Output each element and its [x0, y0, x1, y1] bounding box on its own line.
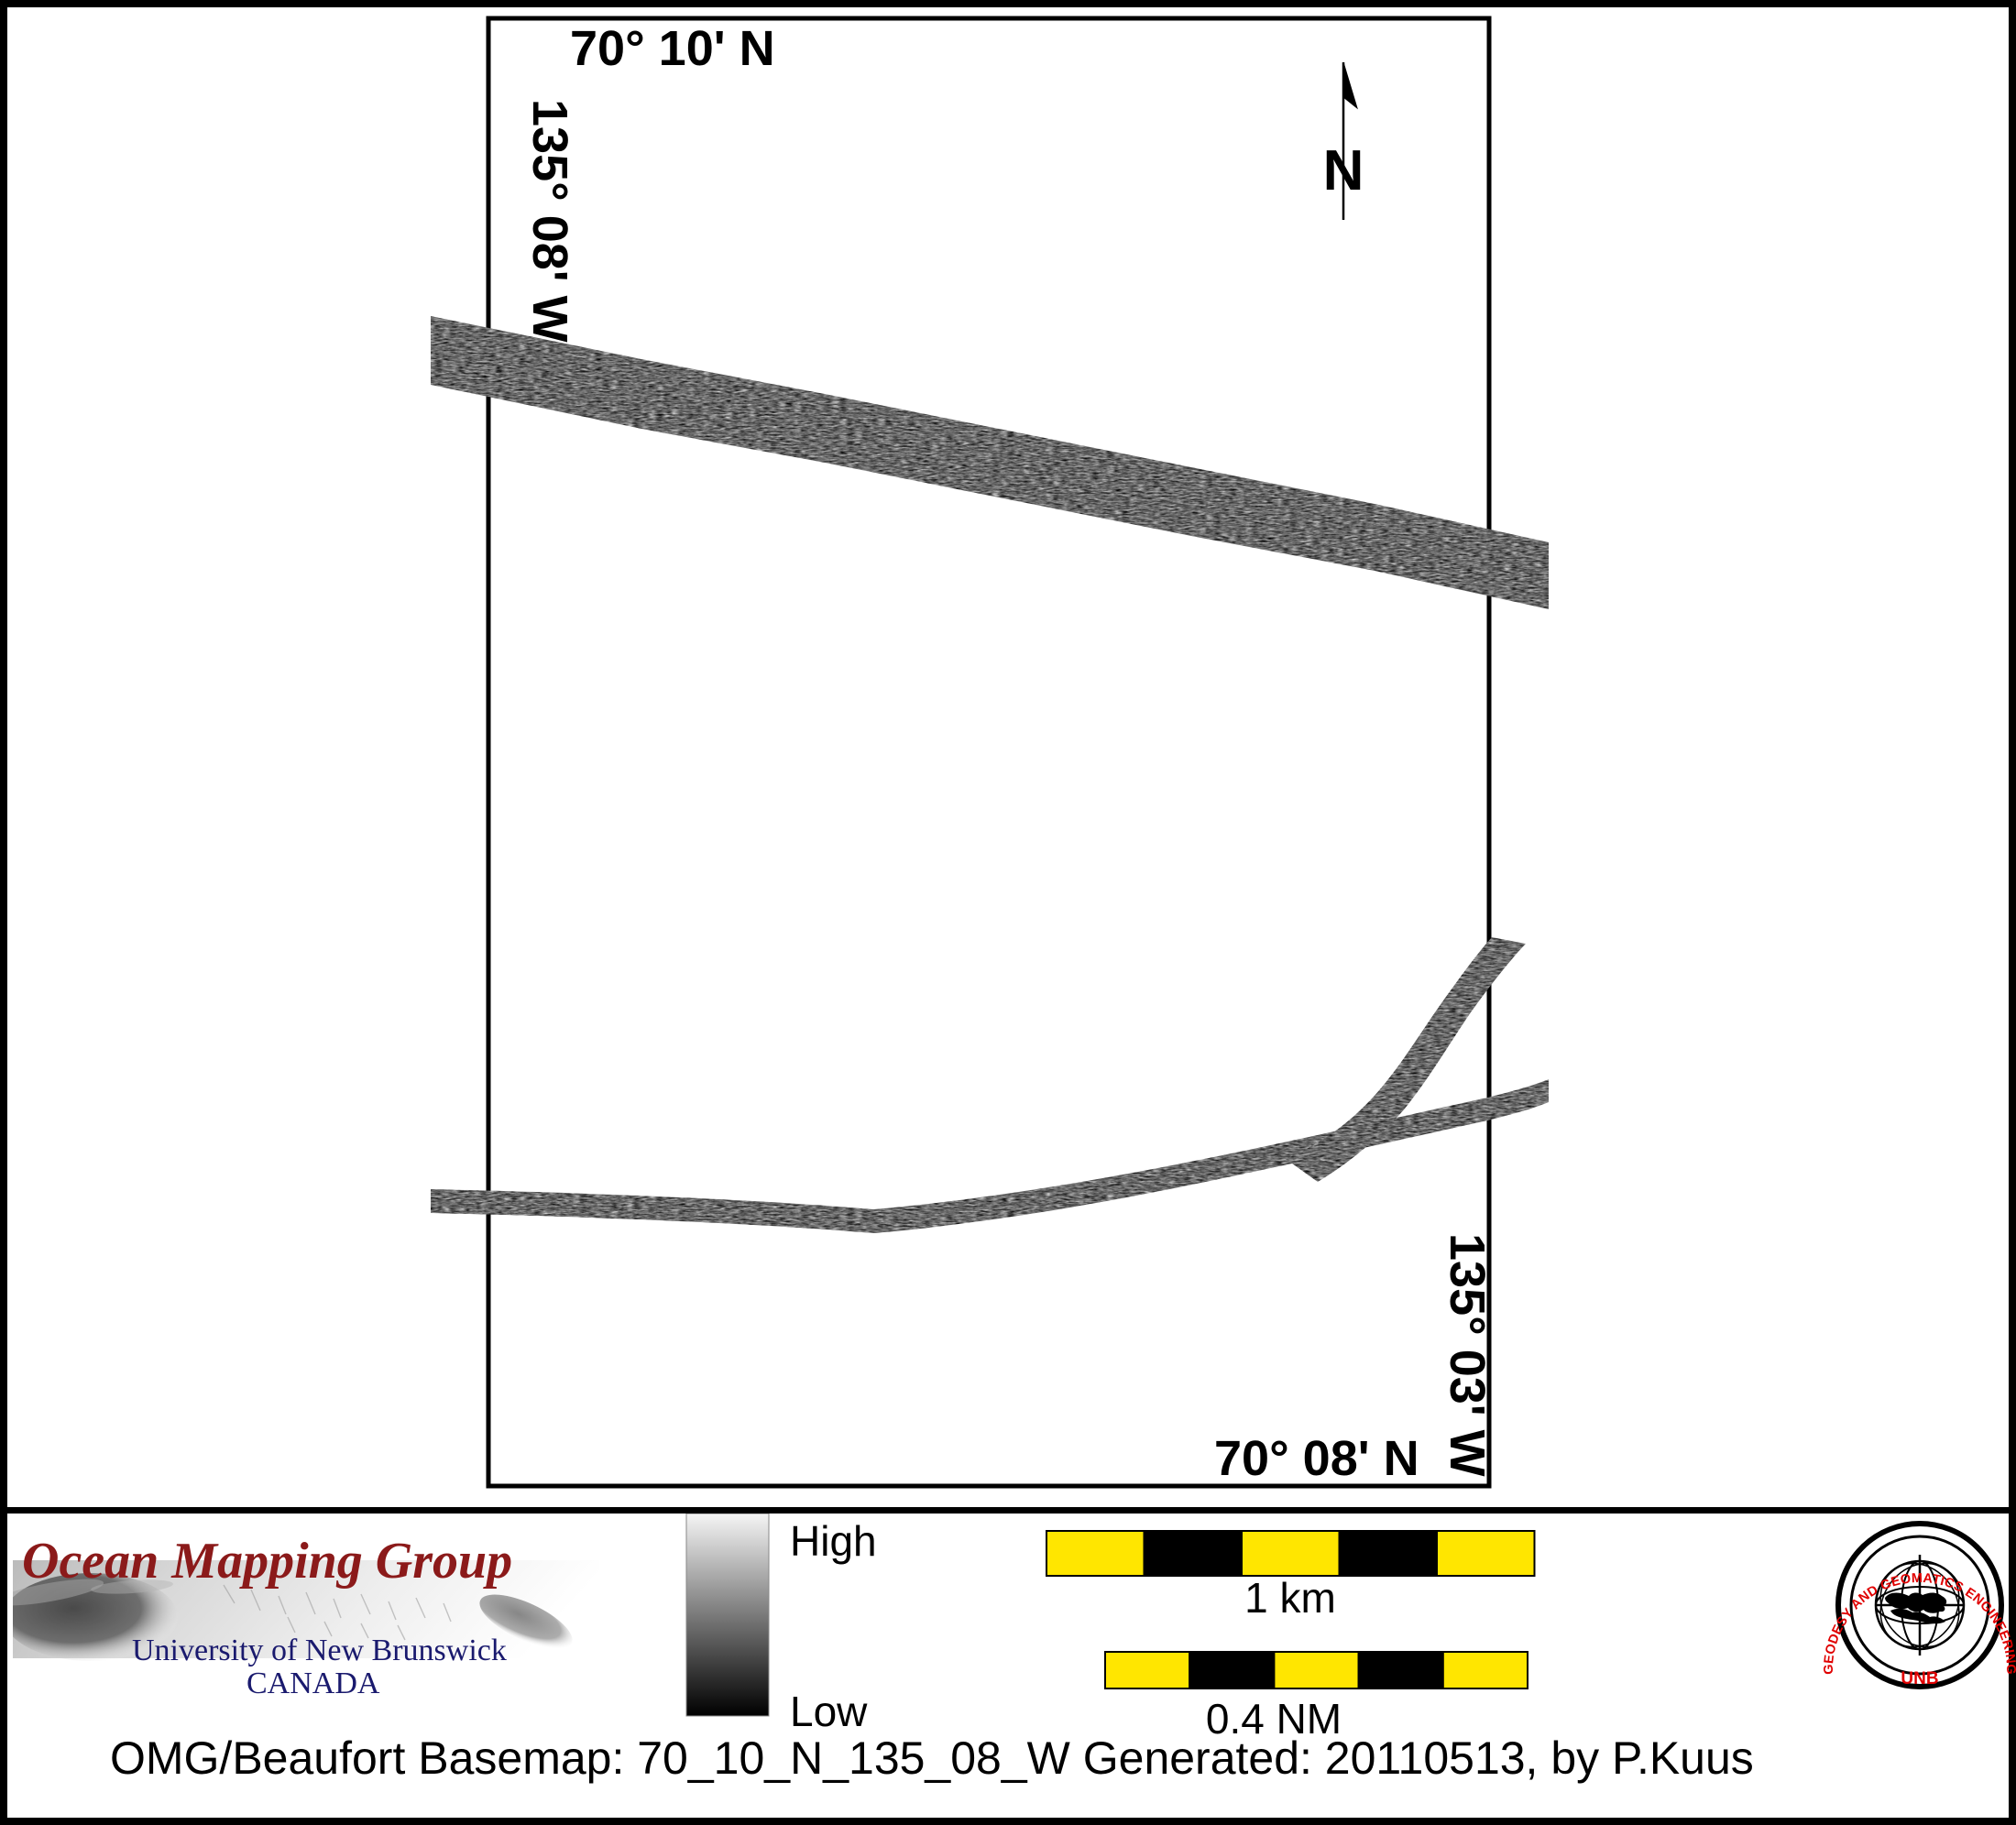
svg-text:135° 03' W: 135° 03' W — [1440, 1233, 1495, 1477]
svg-text:N: N — [1323, 139, 1364, 202]
svg-text:70° 08' N: 70° 08' N — [1214, 1431, 1419, 1486]
svg-text:UNB: UNB — [1901, 1669, 1938, 1688]
svg-text:135° 08' W: 135° 08' W — [522, 99, 577, 343]
svg-text:70° 10' N: 70° 10' N — [570, 21, 775, 76]
